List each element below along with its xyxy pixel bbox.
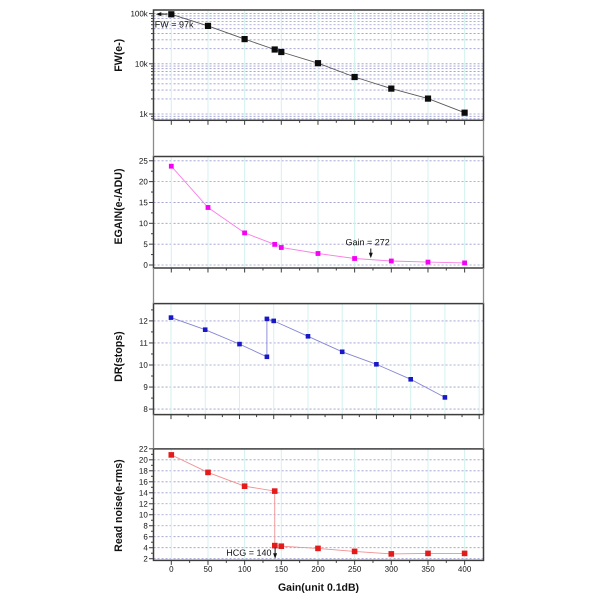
- svg-text:Gain = 272: Gain = 272: [345, 237, 389, 247]
- svg-text:10: 10: [139, 510, 148, 519]
- svg-text:8: 8: [143, 405, 148, 414]
- svg-text:6: 6: [143, 532, 148, 541]
- svg-text:250: 250: [348, 565, 362, 574]
- svg-text:Gain(unit 0.1dB): Gain(unit 0.1dB): [278, 582, 359, 594]
- svg-text:FW(e-): FW(e-): [113, 39, 125, 72]
- svg-text:16: 16: [139, 478, 148, 487]
- svg-text:EGAIN(e-/ADU): EGAIN(e-/ADU): [113, 169, 125, 245]
- svg-text:400: 400: [458, 565, 472, 574]
- svg-text:15: 15: [139, 198, 148, 207]
- svg-text:100k: 100k: [130, 9, 148, 18]
- svg-text:12: 12: [139, 500, 148, 509]
- svg-text:200: 200: [311, 565, 325, 574]
- svg-text:0: 0: [169, 565, 174, 574]
- svg-text:0: 0: [143, 261, 148, 270]
- svg-text:8: 8: [143, 521, 148, 530]
- svg-text:9: 9: [143, 383, 148, 392]
- svg-text:FW = 97k: FW = 97k: [155, 20, 194, 30]
- svg-text:50: 50: [204, 565, 213, 574]
- svg-text:DR(stops): DR(stops): [113, 331, 125, 382]
- svg-text:5: 5: [143, 240, 148, 249]
- svg-text:Read noise(e-rms): Read noise(e-rms): [113, 459, 125, 551]
- svg-text:300: 300: [385, 565, 399, 574]
- svg-text:10: 10: [139, 361, 148, 370]
- svg-text:25: 25: [139, 157, 148, 166]
- svg-text:18: 18: [139, 467, 148, 476]
- svg-text:350: 350: [421, 565, 435, 574]
- svg-text:100: 100: [238, 565, 252, 574]
- svg-text:HCG = 140: HCG = 140: [226, 548, 271, 558]
- svg-text:11: 11: [139, 339, 148, 348]
- svg-text:2: 2: [143, 554, 148, 563]
- svg-text:12: 12: [139, 317, 148, 326]
- svg-text:10: 10: [139, 219, 148, 228]
- svg-text:10k: 10k: [135, 60, 149, 69]
- svg-text:14: 14: [139, 489, 148, 498]
- svg-text:20: 20: [139, 456, 148, 465]
- svg-text:1k: 1k: [139, 110, 148, 119]
- svg-text:150: 150: [275, 565, 289, 574]
- svg-text:4: 4: [143, 543, 148, 552]
- svg-text:20: 20: [139, 177, 148, 186]
- svg-text:22: 22: [139, 445, 148, 454]
